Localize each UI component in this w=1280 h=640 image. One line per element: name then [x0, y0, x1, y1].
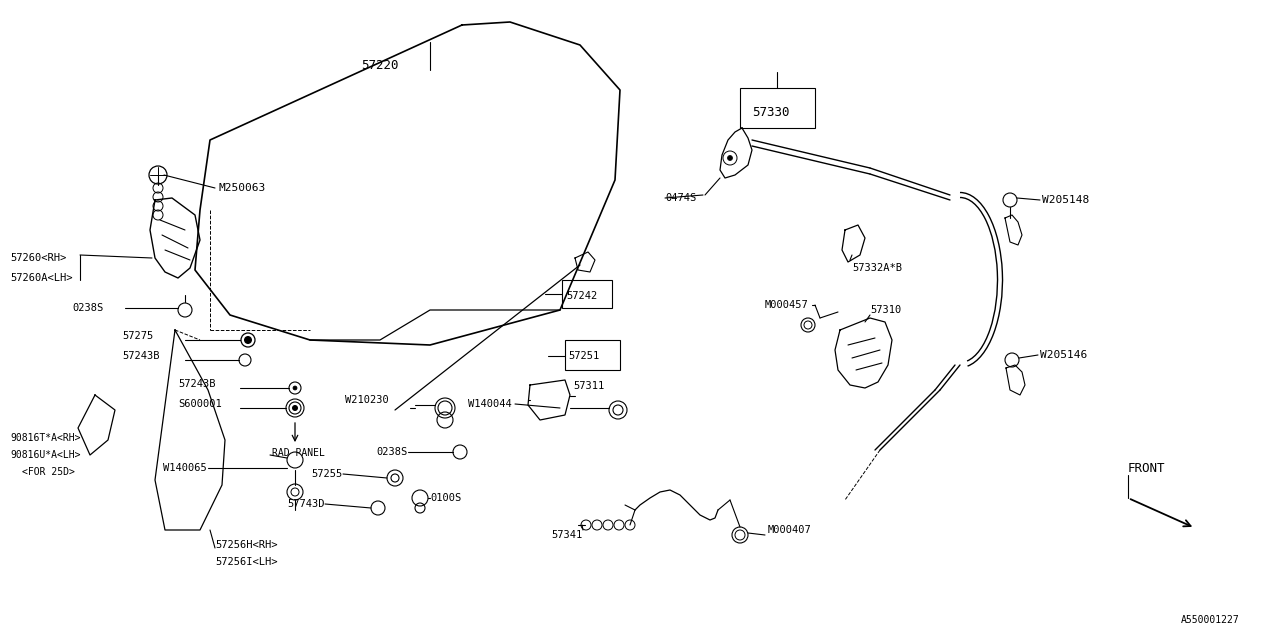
Text: 57743D: 57743D [288, 499, 325, 509]
Circle shape [613, 405, 623, 415]
Text: 57220: 57220 [361, 58, 399, 72]
Circle shape [244, 336, 252, 344]
Circle shape [292, 405, 298, 411]
Text: 57310: 57310 [870, 305, 901, 315]
Text: W205148: W205148 [1042, 195, 1089, 205]
Text: 57260<RH>: 57260<RH> [10, 253, 67, 263]
Text: 57330: 57330 [753, 106, 790, 118]
Text: 57275: 57275 [122, 331, 154, 341]
Text: 57242: 57242 [566, 291, 598, 301]
Circle shape [390, 474, 399, 482]
Text: W205146: W205146 [1039, 350, 1087, 360]
Bar [740, 88, 815, 128]
Text: 57332A*B: 57332A*B [852, 263, 902, 273]
Text: 0238S: 0238S [376, 447, 408, 457]
Text: 90816T*A<RH>: 90816T*A<RH> [10, 433, 81, 443]
Text: W140044: W140044 [468, 399, 512, 409]
Text: W140065: W140065 [164, 463, 207, 473]
Text: 57260A<LH>: 57260A<LH> [10, 273, 73, 283]
Text: 57341: 57341 [552, 530, 582, 540]
Text: 0238S: 0238S [72, 303, 104, 313]
Circle shape [727, 156, 732, 161]
Text: S600001: S600001 [178, 399, 221, 409]
Circle shape [293, 386, 297, 390]
Text: M000407: M000407 [768, 525, 812, 535]
Text: M250063: M250063 [218, 183, 265, 193]
Text: 90816U*A<LH>: 90816U*A<LH> [10, 450, 81, 460]
Text: 57251: 57251 [568, 351, 599, 361]
Text: 0100S: 0100S [430, 493, 461, 503]
Text: <FOR 25D>: <FOR 25D> [22, 467, 74, 477]
Text: W210230: W210230 [346, 395, 389, 405]
Text: FRONT: FRONT [1128, 461, 1166, 474]
Text: 57311: 57311 [573, 381, 604, 391]
Text: 57243B: 57243B [178, 379, 215, 389]
Text: A550001227: A550001227 [1181, 615, 1240, 625]
Text: RAD PANEL: RAD PANEL [273, 448, 325, 458]
Text: M000457: M000457 [765, 300, 809, 310]
Text: 57256I<LH>: 57256I<LH> [215, 557, 278, 567]
Bar [564, 340, 620, 370]
Circle shape [241, 333, 255, 347]
Text: 57243B: 57243B [122, 351, 160, 361]
Text: 0474S: 0474S [666, 193, 696, 203]
Text: 57255: 57255 [312, 469, 343, 479]
Bar [562, 280, 612, 308]
Text: 57256H<RH>: 57256H<RH> [215, 540, 278, 550]
Circle shape [804, 321, 812, 329]
